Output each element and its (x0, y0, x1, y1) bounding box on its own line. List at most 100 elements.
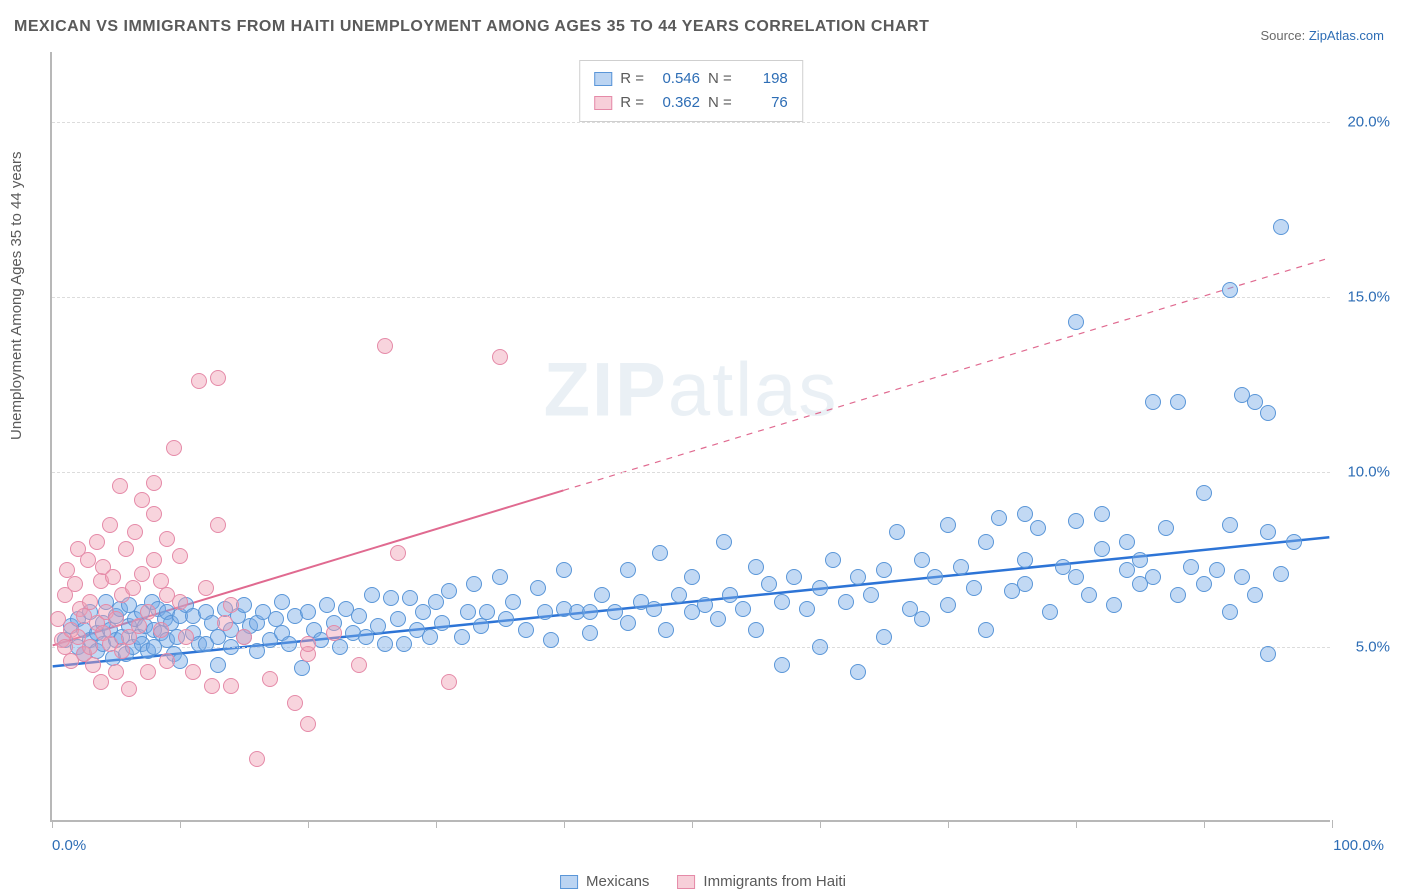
data-point (223, 678, 239, 694)
data-point (172, 548, 188, 564)
data-point (82, 594, 98, 610)
data-point (1068, 513, 1084, 529)
swatch-series-2 (594, 96, 612, 110)
data-point (118, 541, 134, 557)
data-point (671, 587, 687, 603)
data-point (364, 587, 380, 603)
data-point (492, 349, 508, 365)
data-point (505, 594, 521, 610)
data-point (140, 664, 156, 680)
gridline (52, 297, 1330, 298)
data-point (287, 695, 303, 711)
data-point (1094, 541, 1110, 557)
data-point (466, 576, 482, 592)
data-point (953, 559, 969, 575)
data-point (850, 664, 866, 680)
gridline (52, 472, 1330, 473)
r-value-1: 0.546 (652, 67, 700, 91)
data-point (185, 664, 201, 680)
data-point (1260, 646, 1276, 662)
data-point (1106, 597, 1122, 613)
data-point (134, 566, 150, 582)
stats-legend: R = 0.546 N = 198 R = 0.362 N = 76 (579, 60, 803, 122)
x-tick (436, 820, 437, 828)
x-tick (564, 820, 565, 828)
data-point (812, 639, 828, 655)
data-point (1068, 569, 1084, 585)
x-max-label: 100.0% (1333, 837, 1384, 854)
data-point (940, 517, 956, 533)
data-point (159, 531, 175, 547)
x-tick (180, 820, 181, 828)
data-point (1017, 506, 1033, 522)
bottom-legend: Mexicans Immigrants from Haiti (560, 873, 846, 890)
data-point (498, 611, 514, 627)
data-point (914, 552, 930, 568)
data-point (326, 625, 342, 641)
data-point (1170, 394, 1186, 410)
swatch-series-1 (594, 72, 612, 86)
data-point (146, 552, 162, 568)
scatter-plot: ZIPatlas R = 0.546 N = 198 R = 0.362 N =… (50, 52, 1330, 822)
x-tick (1204, 820, 1205, 828)
y-tick-label: 20.0% (1347, 114, 1390, 131)
x-tick (692, 820, 693, 828)
data-point (646, 601, 662, 617)
data-point (582, 625, 598, 641)
data-point (319, 597, 335, 613)
data-point (370, 618, 386, 634)
data-point (799, 601, 815, 617)
data-point (460, 604, 476, 620)
data-point (102, 517, 118, 533)
data-point (1068, 314, 1084, 330)
x-tick (52, 820, 53, 828)
data-point (262, 671, 278, 687)
legend-item-2: Immigrants from Haiti (677, 873, 846, 890)
source-link[interactable]: ZipAtlas.com (1309, 28, 1384, 43)
data-point (697, 597, 713, 613)
data-point (1222, 604, 1238, 620)
stats-row-1: R = 0.546 N = 198 (594, 67, 788, 91)
data-point (210, 657, 226, 673)
data-point (146, 506, 162, 522)
data-point (383, 590, 399, 606)
data-point (223, 597, 239, 613)
data-point (454, 629, 470, 645)
data-point (217, 615, 233, 631)
data-point (978, 534, 994, 550)
data-point (121, 681, 137, 697)
data-point (294, 660, 310, 676)
source-label: Source: ZipAtlas.com (1260, 28, 1384, 43)
n-value-2: 76 (740, 91, 788, 115)
data-point (82, 639, 98, 655)
data-point (125, 580, 141, 596)
data-point (473, 618, 489, 634)
data-point (434, 615, 450, 631)
data-point (1158, 520, 1174, 536)
data-point (876, 629, 892, 645)
data-point (105, 569, 121, 585)
x-tick (308, 820, 309, 828)
data-point (812, 580, 828, 596)
data-point (735, 601, 751, 617)
data-point (281, 636, 297, 652)
data-point (134, 492, 150, 508)
data-point (1286, 534, 1302, 550)
data-point (940, 597, 956, 613)
data-point (492, 569, 508, 585)
data-point (390, 545, 406, 561)
data-point (479, 604, 495, 620)
r-value-2: 0.362 (652, 91, 700, 115)
data-point (112, 478, 128, 494)
data-point (140, 604, 156, 620)
r-label: R = (620, 91, 644, 115)
y-tick-label: 10.0% (1347, 464, 1390, 481)
data-point (876, 562, 892, 578)
data-point (1273, 566, 1289, 582)
data-point (1273, 219, 1289, 235)
data-point (204, 678, 220, 694)
data-point (441, 583, 457, 599)
data-point (530, 580, 546, 596)
data-point (1017, 552, 1033, 568)
data-point (1094, 506, 1110, 522)
